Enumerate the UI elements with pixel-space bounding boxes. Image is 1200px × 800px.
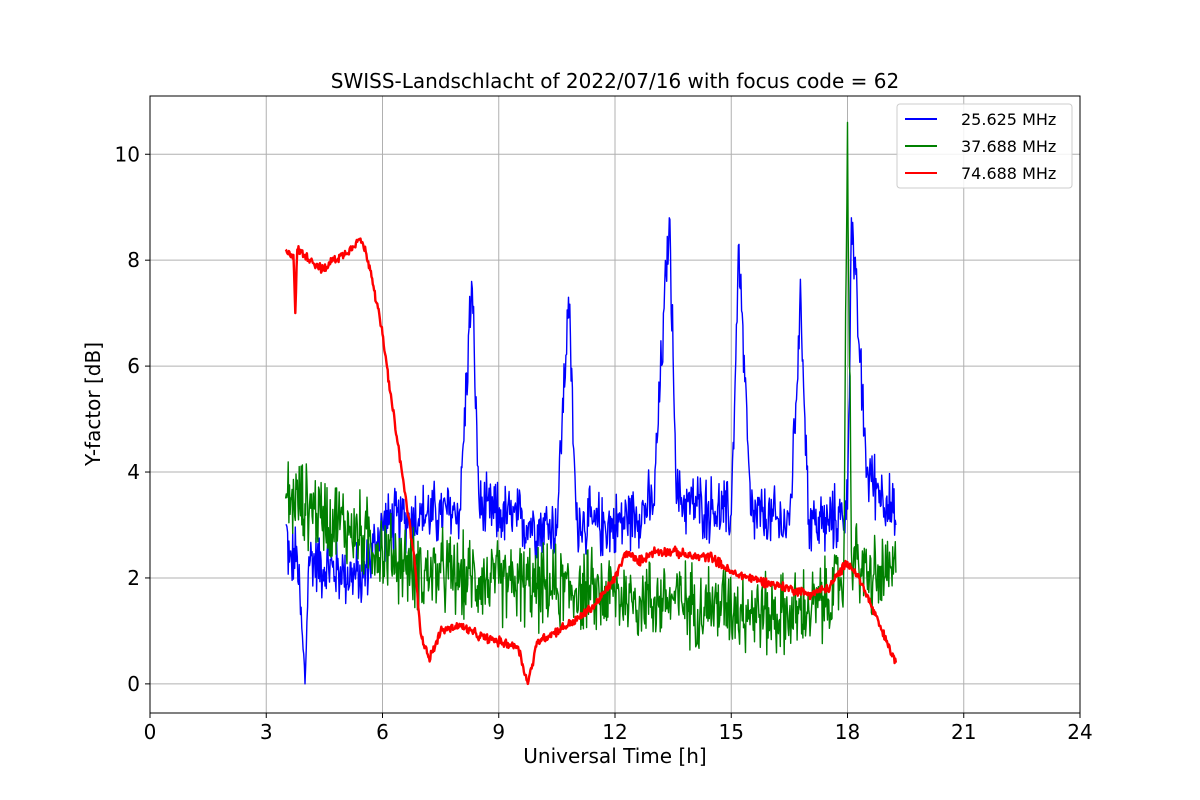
legend-box [896,103,1073,189]
x-tick-label: 3 [260,720,273,744]
y-tick-label: 0 [127,672,140,696]
y-axis-label: Y-factor [dB] [81,342,105,467]
x-tick-label: 21 [951,720,976,744]
series-line-3 [284,237,898,686]
chart-title: SWISS-Landschlacht of 2022/07/16 with fo… [331,69,899,93]
x-tick-label: 24 [1067,720,1092,744]
x-tick-label: 6 [376,720,389,744]
legend-label-3: 74.688 MHz [961,164,1056,183]
y-tick-label: 4 [127,460,140,484]
y-tick-label: 6 [127,354,140,378]
x-tick-label: 15 [719,720,744,744]
x-tick-label: 18 [835,720,860,744]
x-tick-label: 9 [492,720,505,744]
y-tick-label: 8 [127,248,140,272]
legend: 25.625 MHz 37.688 MHz 74.688 MHz [896,103,1073,189]
series-layer [284,121,898,686]
y-tick-label: 2 [127,566,140,590]
series-line-1 [285,217,897,685]
legend-label-1: 25.625 MHz [961,110,1056,129]
x-tick-label: 0 [144,720,157,744]
y-tick-label: 10 [115,142,140,166]
x-tick-label: 12 [602,720,627,744]
legend-label-2: 37.688 MHz [961,137,1056,156]
x-axis-label: Universal Time [h] [523,744,706,768]
